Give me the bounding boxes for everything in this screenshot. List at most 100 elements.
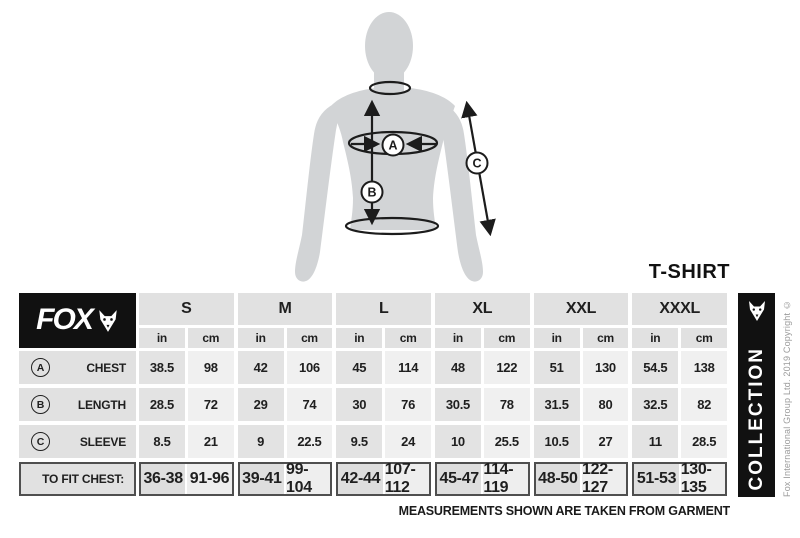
unit-cell: cm <box>187 328 234 348</box>
badge-a-circle <box>381 133 405 157</box>
to-fit-chest-row: TO FIT CHEST: 36-38 91-96 39-41 99-104 42-… <box>19 461 728 496</box>
badge-c-circle <box>465 151 489 175</box>
fit-row-label-cell: TO FIT CHEST: <box>19 462 136 496</box>
neck-measure-ellipse <box>368 80 412 96</box>
hem-measure-ellipse <box>344 216 440 236</box>
marker-a: A <box>31 358 50 377</box>
marker-b: B <box>31 395 50 414</box>
value-cell: 138 <box>681 351 728 384</box>
value-cell: 27 <box>582 425 629 458</box>
value-cell: 106 <box>286 351 333 384</box>
copyright-text: Fox International Group Ltd. 2019 Copyri… <box>782 299 792 497</box>
unit-cell: in <box>139 328 185 348</box>
size-header-l: L <box>336 293 432 325</box>
unit-cell: cm <box>385 328 432 348</box>
value-cell: 80 <box>582 388 629 421</box>
value-cell: 48 <box>435 351 481 384</box>
value-cell: 22.5 <box>286 425 333 458</box>
fit-cell: 122-127 <box>582 461 627 496</box>
badge-b-circle <box>360 180 384 204</box>
value-cell: 30 <box>336 388 383 421</box>
fit-row-label: TO FIT CHEST: <box>42 472 124 486</box>
length-row: B LENGTH 28.5 72 29 74 30 76 30.5 78 31.5 80 … <box>19 388 728 421</box>
unit-cell: cm <box>681 328 728 348</box>
footnote-text: MEASUREMENTS SHOWN ARE TAKEN FROM GARMEN… <box>398 504 731 518</box>
value-cell: 32.5 <box>632 388 679 421</box>
unit-cell: cm <box>286 328 333 348</box>
size-table: FOX S M L XL XXL XXXL in cm <box>19 293 728 496</box>
fit-group: 39-41 99-104 <box>237 461 333 496</box>
unit-cell: in <box>435 328 481 348</box>
value-cell: 31.5 <box>533 388 580 421</box>
measurement-badges: A B C <box>360 133 489 204</box>
value-cell: 28.5 <box>139 388 185 421</box>
badge-b-letter: B <box>367 186 376 200</box>
fox-logo-text: FOX <box>36 302 94 336</box>
fit-cell: 51-53 <box>634 464 679 494</box>
value-cell: 30.5 <box>435 388 481 421</box>
fit-group: 42-44 107-112 <box>336 461 432 496</box>
fox-head-icon <box>748 301 765 321</box>
value-cell: 38.5 <box>139 351 185 384</box>
unit-cell: cm <box>483 328 530 348</box>
fit-cell: 107-112 <box>384 461 430 496</box>
torso-shape <box>331 88 455 230</box>
row-label: LENGTH <box>77 397 126 412</box>
fit-cell: 42-44 <box>338 464 383 494</box>
value-cell: 45 <box>336 351 383 384</box>
value-cell: 28.5 <box>681 425 728 458</box>
fit-group: 36-38 91-96 <box>139 462 234 496</box>
value-cell: 114 <box>385 351 432 384</box>
fox-head-icon <box>99 309 117 332</box>
row-label: SLEEVE <box>79 434 126 449</box>
chest-row-label-cell: A CHEST <box>19 351 136 384</box>
sleeve-row-label-cell: C SLEEVE <box>19 425 136 458</box>
value-cell: 74 <box>286 388 333 421</box>
value-cell: 76 <box>385 388 432 421</box>
left-arm-shape <box>295 104 342 282</box>
fit-cell: 91-96 <box>187 464 232 494</box>
value-cell: 82 <box>681 388 728 421</box>
marker-c: C <box>31 432 50 451</box>
value-cell: 130 <box>582 351 629 384</box>
fit-cell: 39-41 <box>239 464 285 494</box>
unit-cell: in <box>336 328 383 348</box>
value-cell: 72 <box>187 388 234 421</box>
fit-group: 48-50 122-127 <box>533 461 629 496</box>
size-header-xxl: XXL <box>533 293 629 325</box>
value-cell: 98 <box>187 351 234 384</box>
unit-cell: in <box>237 328 284 348</box>
fit-group: 45-47 114-119 <box>435 461 530 496</box>
unit-header-row: in cm in cm in cm in cm in cm in cm <box>19 328 728 348</box>
collection-bar: COLLECTION <box>738 293 775 497</box>
value-cell: 51 <box>533 351 580 384</box>
badge-c-letter: C <box>472 157 481 171</box>
value-cell: 25.5 <box>483 425 530 458</box>
size-header-xxxl: XXXL <box>632 293 728 325</box>
value-cell: 24 <box>385 425 432 458</box>
badge-a-letter: A <box>388 139 397 153</box>
value-cell: 9.5 <box>336 425 383 458</box>
size-header-xl: XL <box>435 293 530 325</box>
value-cell: 122 <box>483 351 530 384</box>
value-cell: 8.5 <box>139 425 185 458</box>
size-header-m: M <box>237 293 333 325</box>
length-row-label-cell: B LENGTH <box>19 388 136 421</box>
fit-cell: 48-50 <box>535 464 581 494</box>
measurement-diagram: A B C <box>295 12 496 282</box>
unit-cell: in <box>533 328 580 348</box>
value-cell: 10.5 <box>533 425 580 458</box>
unit-cell: in <box>632 328 679 348</box>
fit-group: 51-53 130-135 <box>632 461 728 496</box>
value-cell: 42 <box>237 351 284 384</box>
row-label: CHEST <box>86 360 126 375</box>
fit-cell: 114-119 <box>483 461 528 496</box>
value-cell: 29 <box>237 388 284 421</box>
value-cell: 10 <box>435 425 481 458</box>
page-title: T-SHIRT <box>648 261 730 283</box>
unit-cell: cm <box>582 328 629 348</box>
chest-row: A CHEST 38.5 98 42 106 45 114 48 122 51 130 5… <box>19 351 728 384</box>
size-header-s: S <box>139 293 234 325</box>
collection-label: COLLECTION <box>746 346 767 491</box>
